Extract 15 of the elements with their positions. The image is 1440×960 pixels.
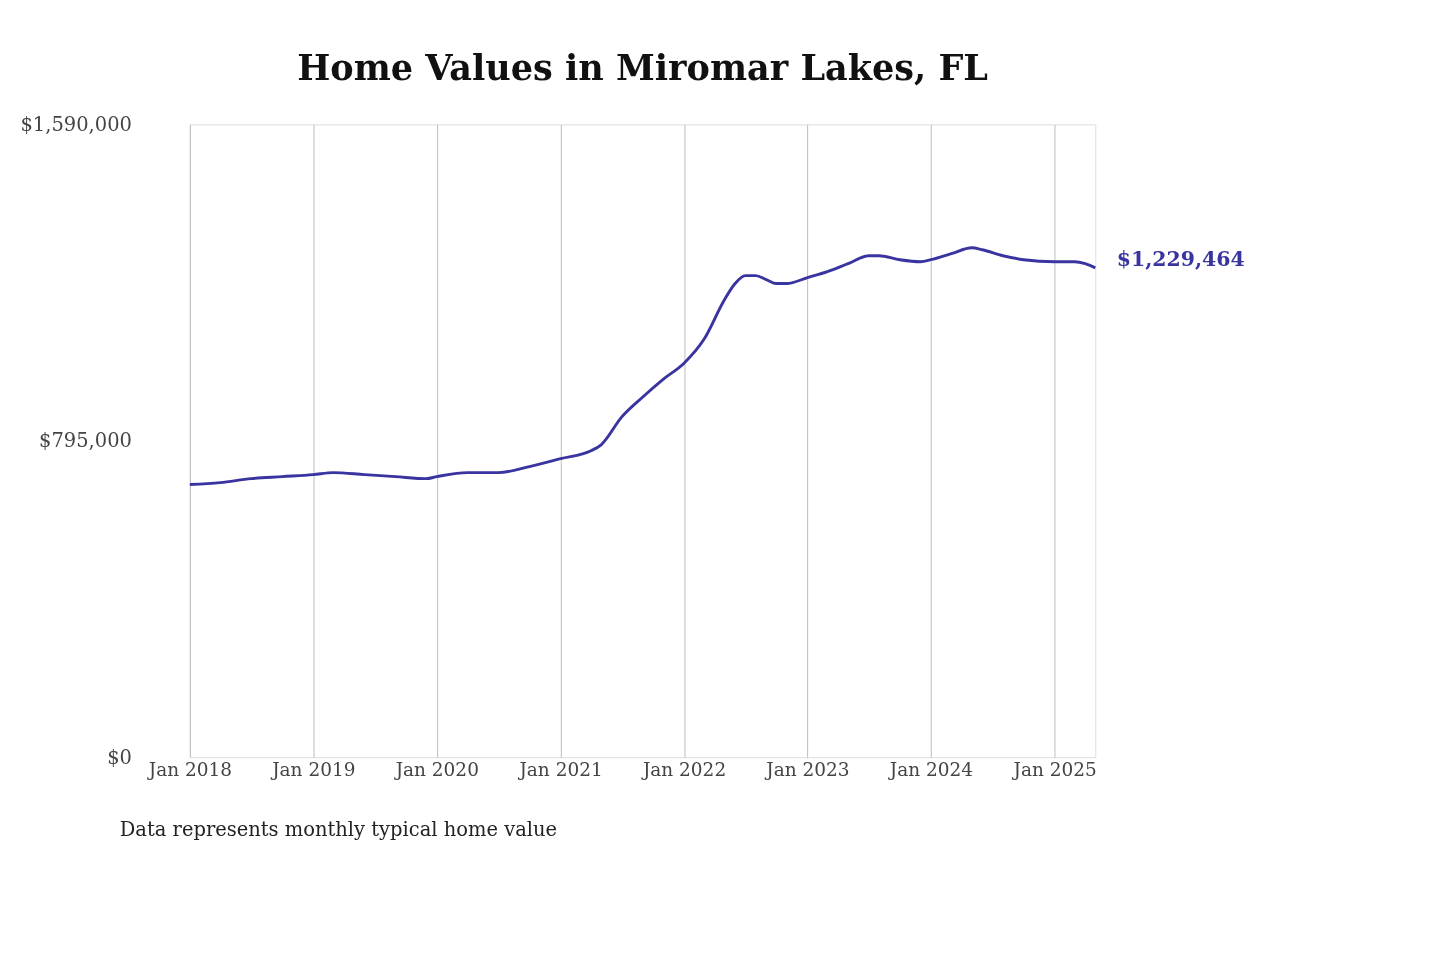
- text: Data represents monthly typical home value: [119, 818, 558, 842]
- chart-title: Home Values in Miromar Lakes, FL: [297, 46, 988, 88]
- x-tick-label: Jan 2023: [764, 759, 850, 781]
- y-tick-label: $0: [107, 745, 132, 769]
- x-tick-label: Jan 2019: [270, 759, 356, 781]
- x-tick-label: Jan 2025: [1011, 759, 1097, 781]
- x-tick-label: Jan 2021: [517, 759, 603, 781]
- x-tick-label: Jan 2024: [887, 759, 974, 781]
- annotation: $1,229,464: [1116, 246, 1245, 271]
- x-tick-label: Jan 2022: [640, 759, 727, 781]
- x-tick-label: Jan 2020: [393, 759, 479, 781]
- x-tick-label: Jan 2018: [146, 759, 232, 781]
- y-tick-label: $795,000: [39, 429, 132, 453]
- line-series: [188, 246, 1097, 487]
- y-tick-label: $1,590,000: [20, 112, 132, 136]
